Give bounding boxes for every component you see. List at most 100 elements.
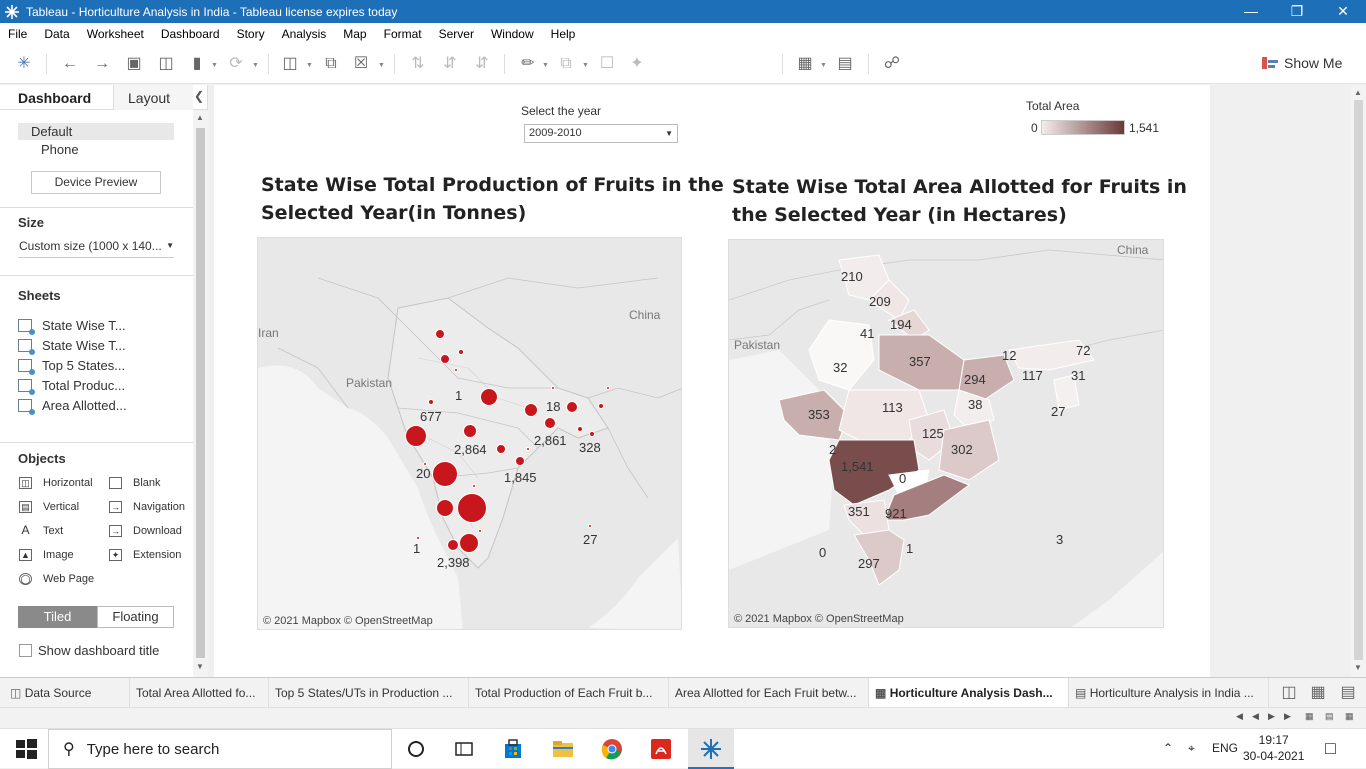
menu-server[interactable]: Server (438, 26, 474, 41)
state-region[interactable] (938, 419, 1000, 481)
floating-button[interactable]: Floating (97, 606, 174, 628)
cortana-icon[interactable] (404, 737, 428, 761)
area-map[interactable]: Pakistan China 210 209 194 41 357 12 72 … (728, 239, 1164, 628)
show-me-button[interactable]: Show Me (1262, 55, 1342, 71)
tableau-taskbar-button[interactable] (688, 729, 734, 769)
device-default[interactable]: Default (18, 123, 174, 140)
wifi-icon[interactable]: ⌖ (1188, 741, 1195, 755)
language-indicator[interactable]: ENG (1212, 741, 1239, 755)
menu-analysis[interactable]: Analysis (281, 26, 327, 41)
production-bubble[interactable] (440, 354, 450, 364)
sheet-item[interactable]: Total Produc... (18, 378, 125, 395)
object-navigation[interactable]: → Navigation (109, 501, 185, 513)
production-bubble[interactable] (459, 533, 479, 553)
production-bubble[interactable] (524, 403, 538, 417)
production-bubble[interactable] (458, 349, 464, 355)
production-bubble[interactable] (588, 524, 592, 528)
refresh-icon[interactable]: ⟳ (229, 55, 243, 72)
sheet-item[interactable]: Top 5 States... (18, 358, 125, 375)
production-bubble[interactable] (496, 444, 506, 454)
store-icon[interactable] (501, 737, 525, 761)
undo-icon[interactable]: ← (62, 55, 78, 72)
menu-window[interactable]: Window (490, 26, 534, 41)
minimize-button[interactable]: — (1244, 3, 1258, 19)
sheet-tab[interactable]: ▤ Horticulture Analysis in India ... (1069, 678, 1269, 708)
object-download[interactable]: → Download (109, 525, 182, 537)
sheet-tab[interactable]: Area Allotted for Each Fruit betw... (669, 678, 869, 708)
clear-sheet-icon[interactable]: ☒ (353, 55, 369, 72)
year-filter-dropdown[interactable]: 2009-2010 ▼ (524, 124, 678, 143)
production-bubble[interactable] (526, 447, 530, 451)
duplicate-icon[interactable]: ⧉ (325, 55, 337, 72)
sheet-item[interactable]: Area Allotted... (18, 398, 127, 415)
production-bubble[interactable] (480, 388, 498, 406)
production-bubble[interactable] (577, 426, 583, 432)
new-story-icon[interactable]: ▤ (1340, 684, 1356, 701)
production-bubble[interactable] (551, 386, 555, 390)
production-bubble[interactable] (435, 329, 445, 339)
tab-dashboard[interactable]: Dashboard (18, 90, 92, 106)
redo-icon[interactable]: → (94, 55, 110, 72)
file-explorer-icon[interactable] (551, 737, 575, 761)
production-map[interactable]: Pakistan China Iran 677 1 18 2,864 2,861… (257, 237, 682, 630)
production-bubble[interactable] (436, 499, 454, 517)
new-data-source-icon[interactable]: ◫ (158, 55, 174, 72)
object-blank[interactable]: Blank (109, 477, 161, 489)
windows-start-icon[interactable] (14, 737, 38, 761)
state-region[interactable] (868, 279, 910, 321)
state-region[interactable] (1053, 374, 1080, 411)
device-phone[interactable]: Phone (41, 142, 79, 157)
save-icon[interactable]: ▣ (126, 55, 142, 72)
presentation-mode-icon[interactable]: ▤ (837, 55, 853, 72)
filmstrip-icon[interactable]: ▤ (1325, 711, 1334, 721)
state-region[interactable] (888, 309, 930, 341)
state-region[interactable] (1008, 339, 1095, 371)
pin-icon[interactable]: ✦ (630, 55, 644, 72)
tableau-home-icon[interactable]: ✳ (17, 55, 31, 72)
data-source-tab[interactable]: ◫ Data Source (0, 678, 130, 708)
group-icon[interactable]: ⧉ (560, 55, 572, 72)
tab-layout[interactable]: Layout (113, 85, 193, 110)
production-bubble[interactable] (589, 431, 595, 437)
production-bubble[interactable] (463, 424, 477, 438)
sheet-tab-active[interactable]: ▦ Horticulture Analysis Dash... (869, 678, 1069, 708)
object-extension[interactable]: ✦ Extension (109, 549, 181, 561)
menu-help[interactable]: Help (550, 26, 576, 41)
production-bubble[interactable] (544, 417, 556, 429)
sheet-sorter-icon[interactable]: ▦ (1305, 711, 1314, 721)
pause-updates-icon[interactable]: ▮ (192, 55, 202, 72)
sheet-tab[interactable]: Top 5 States/UTs in Production ... (269, 678, 469, 708)
object-horizontal[interactable]: ◫ Horizontal (19, 477, 93, 489)
highlight-icon[interactable]: ✏ (521, 55, 535, 72)
clock[interactable]: 19:17 30-04-2021 (1243, 733, 1305, 763)
labels-icon[interactable]: ☐ (599, 55, 615, 72)
production-bubble[interactable] (423, 462, 427, 466)
state-region[interactable] (828, 439, 920, 506)
object-web-page[interactable]: ◯ Web Page (19, 573, 95, 585)
swap-icon[interactable]: ⇅ (411, 55, 425, 72)
restore-button[interactable]: ❐ (1290, 3, 1304, 19)
notifications-icon[interactable]: □ (1325, 738, 1336, 758)
production-bubble[interactable] (428, 399, 434, 405)
production-bubble[interactable] (457, 493, 487, 523)
new-worksheet-icon[interactable]: ◫ (282, 55, 298, 72)
tabs-view-icon[interactable]: ▦ (1345, 711, 1354, 721)
state-region[interactable] (853, 529, 905, 586)
first-sheet-icon[interactable]: ◀ (1236, 711, 1243, 721)
chrome-icon[interactable] (600, 737, 624, 761)
production-bubble[interactable] (405, 425, 427, 447)
next-sheet-icon[interactable]: ▶ (1268, 711, 1275, 721)
show-title-checkbox[interactable] (19, 644, 32, 657)
menu-dashboard[interactable]: Dashboard (160, 26, 220, 41)
object-vertical[interactable]: ▤ Vertical (19, 501, 79, 513)
production-bubble[interactable] (416, 536, 420, 540)
production-bubble[interactable] (454, 368, 458, 372)
new-worksheet-icon[interactable]: ◫ (1281, 684, 1297, 701)
production-bubble[interactable] (515, 456, 525, 466)
sort-ascending-icon[interactable]: ⇵ (443, 55, 457, 72)
sort-descending-icon[interactable]: ⇵ (475, 55, 489, 72)
device-preview-button[interactable]: Device Preview (31, 171, 161, 194)
task-view-icon[interactable] (452, 737, 476, 761)
size-dropdown[interactable]: Custom size (1000 x 140... ▼ (18, 239, 174, 258)
sheet-item[interactable]: State Wise T... (18, 338, 126, 355)
